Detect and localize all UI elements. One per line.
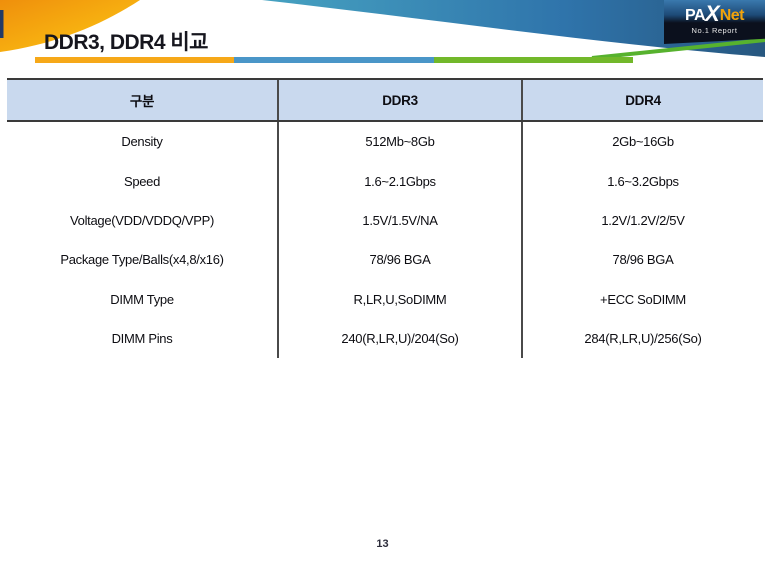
row-label-cell: Density: [7, 122, 279, 162]
ddr3-value-cell: R,LR,U,SoDIMM: [279, 279, 523, 319]
ddr3-value-cell: 1.6~2.1Gbps: [279, 161, 523, 201]
ddr-comparison-table: 구분 DDR3 DDR4 Density 512Mb~8Gb 2Gb~16Gb …: [7, 78, 763, 359]
top-decoration-band: [0, 0, 765, 64]
ddr4-value-cell: +ECC SoDIMM: [600, 291, 686, 307]
table-row: Package Type/Balls(x4,8/x16) 78/96 BGA 7…: [7, 240, 763, 280]
column-header-ddr4: DDR4: [625, 92, 661, 108]
table-row: Speed 1.6~2.1Gbps 1.6~3.2Gbps: [7, 161, 763, 201]
paxnet-logo: PAXNet No.1 Report: [664, 0, 765, 44]
logo-text-pa: PA: [684, 7, 706, 24]
ddr3-value-cell: 512Mb~8Gb: [279, 122, 523, 162]
underline-orange-segment: [35, 57, 234, 63]
paxnet-logo-wordmark: PAXNet: [664, 1, 765, 26]
ddr4-value-cell: 284(R,LR,U)/256(So): [584, 331, 702, 347]
page-number: 13: [376, 538, 389, 550]
row-label-cell: Voltage(VDD/VDDQ/VPP): [7, 200, 279, 241]
row-label-cell: Speed: [7, 161, 279, 201]
logo-text-net: Net: [719, 7, 745, 24]
title-underline-bar: [35, 57, 633, 63]
logo-subtitle: No.1 Report: [691, 26, 738, 35]
orange-swoosh: [0, 0, 140, 52]
ddr4-value-cell: 1.6~3.2Gbps: [607, 173, 679, 189]
ddr3-value-cell: 1.5V/1.5V/NA: [279, 200, 523, 241]
navy-edge-wedge: [0, 10, 4, 38]
row-label-cell: DIMM Pins: [7, 318, 279, 359]
table-row: Voltage(VDD/VDDQ/VPP) 1.5V/1.5V/NA 1.2V/…: [7, 200, 763, 241]
table-row: Density 512Mb~8Gb 2Gb~16Gb: [7, 122, 763, 162]
row-label-cell: DIMM Type: [7, 279, 279, 319]
ddr4-value-cell: 78/96 BGA: [612, 252, 674, 268]
blue-swoosh: [262, 0, 765, 57]
green-underline-swoosh: [591, 38, 765, 60]
column-header-category: 구분: [7, 80, 279, 120]
ddr4-value-cell: 1.2V/1.2V/2/5V: [601, 212, 685, 228]
underline-blue-segment: [234, 57, 434, 63]
page-title: DDR3, DDR4 비교: [44, 31, 209, 54]
ddr3-value-cell: 240(R,LR,U)/204(So): [279, 318, 523, 359]
header-swoosh-graphic: [0, 0, 765, 60]
row-label-cell: Package Type/Balls(x4,8/x16): [7, 240, 279, 280]
table-row: DIMM Type R,LR,U,SoDIMM +ECC SoDIMM: [7, 279, 763, 319]
column-header-ddr3: DDR3: [279, 80, 523, 120]
ddr3-value-cell: 78/96 BGA: [279, 240, 523, 280]
table-header-row: 구분 DDR3 DDR4: [7, 78, 763, 122]
logo-x-slash: X: [705, 1, 720, 26]
table-row: DIMM Pins 240(R,LR,U)/204(So) 284(R,LR,U…: [7, 318, 763, 359]
ddr4-value-cell: 2Gb~16Gb: [612, 134, 674, 150]
underline-green-segment: [434, 57, 633, 63]
